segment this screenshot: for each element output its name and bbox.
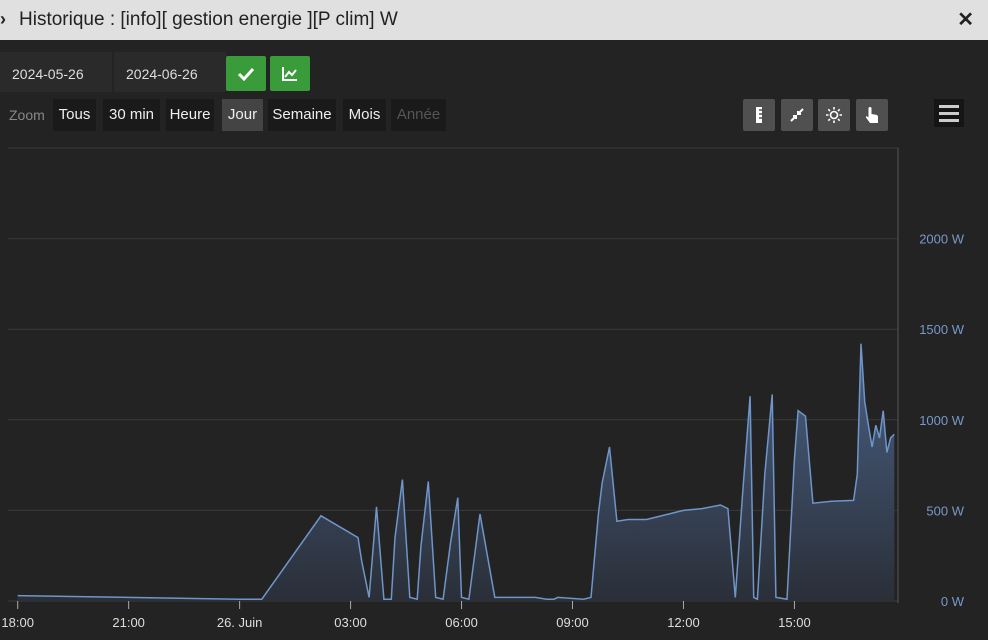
sun-icon [826, 107, 842, 123]
y-axis-ticks: 0 W 500 W 1000 W 1500 W 2000 W [919, 232, 965, 609]
series-area [17, 343, 895, 601]
compress-icon [790, 108, 804, 122]
pointer-tool-button[interactable] [856, 99, 888, 131]
date-range-bar: 2024-05-26 2024-06-26 [0, 52, 988, 92]
brightness-tool-button[interactable] [818, 99, 850, 131]
zoom-label: Zoom [9, 107, 45, 123]
x-axis-ticks: 18:00 21:00 26. Juin 03:00 06:00 09:00 12:00 15… [1, 601, 811, 630]
hamburger-menu-icon[interactable] [934, 99, 964, 127]
y-tick-label: 500 W [926, 503, 964, 518]
start-date-input[interactable]: 2024-05-26 [0, 52, 112, 92]
validate-button[interactable] [226, 56, 266, 91]
x-tick-label: 26. Juin [217, 615, 263, 630]
y-tick-label: 0 W [941, 594, 965, 609]
compress-tool-button[interactable] [781, 99, 813, 131]
y-tick-label: 1000 W [919, 413, 965, 428]
zoom-bar: Zoom Tous 30 min Heure Jour Semaine Mois… [0, 99, 988, 131]
zoom-year-button: Année [391, 99, 446, 131]
window-title: Historique : [info][ gestion energie ][P… [19, 9, 398, 30]
x-tick-label: 09:00 [556, 615, 589, 630]
zoom-week-button[interactable]: Semaine [268, 99, 336, 131]
zoom-day-button[interactable]: Jour [222, 99, 263, 131]
y-tick-label: 2000 W [919, 232, 965, 247]
chevron-right-icon[interactable]: › [0, 9, 6, 29]
zoom-30min-button[interactable]: 30 min [103, 99, 160, 131]
ruler-tool-button[interactable] [743, 99, 775, 131]
window-titlebar: › Historique : [info][ gestion energie ]… [0, 0, 988, 40]
x-tick-label: 21:00 [112, 615, 145, 630]
compare-chart-button[interactable] [270, 56, 310, 91]
y-tick-label: 1500 W [919, 322, 965, 337]
x-tick-label: 18:00 [1, 615, 34, 630]
x-tick-label: 12:00 [667, 615, 700, 630]
checkmark-icon [237, 67, 255, 81]
x-tick-label: 06:00 [445, 615, 478, 630]
line-chart-icon [282, 66, 297, 81]
zoom-all-button[interactable]: Tous [53, 99, 96, 131]
close-icon[interactable]: ✕ [957, 9, 974, 31]
ruler-icon [756, 107, 762, 123]
series-line [17, 343, 895, 601]
zoom-month-button[interactable]: Mois [343, 99, 386, 131]
hand-pointer-icon [865, 107, 878, 123]
x-tick-label: 15:00 [778, 615, 811, 630]
end-date-input[interactable]: 2024-06-26 [114, 52, 226, 92]
history-chart[interactable]: 0 W 500 W 1000 W 1500 W 2000 W 18:00 21:00 26.… [0, 140, 988, 640]
x-tick-label: 03:00 [334, 615, 367, 630]
zoom-hour-button[interactable]: Heure [166, 99, 214, 131]
